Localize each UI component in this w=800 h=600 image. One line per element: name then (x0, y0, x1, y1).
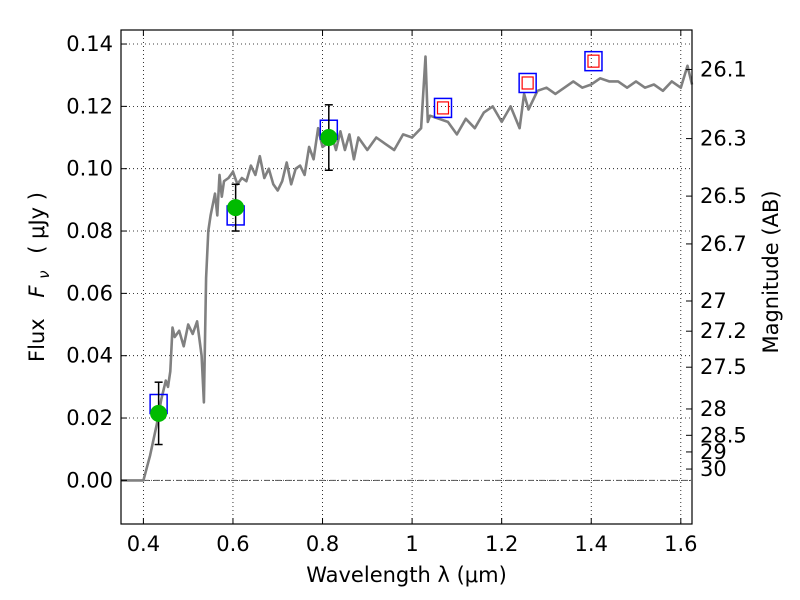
model-photometry-series (149, 50, 603, 415)
upper-limit-series (436, 54, 600, 115)
upper-limit-box (436, 101, 450, 115)
model-photometry-box (433, 97, 453, 119)
magnitude-tick-label: 27 (700, 289, 727, 313)
magnitude-tick-label: 30 (700, 457, 727, 481)
magnitude-tick-label: 28 (700, 397, 727, 421)
x-tick-label: 0.8 (306, 532, 339, 556)
observed-photometry-series (150, 104, 338, 446)
model-photometry-box (518, 72, 537, 94)
y-tick-label: 0.04 (66, 344, 113, 368)
model-photometry-box (584, 50, 603, 72)
y-tick-label: 0.00 (66, 468, 113, 492)
y-tick-label: 0.08 (66, 219, 113, 243)
y-tick-label: 0.14 (66, 32, 113, 56)
x-tick-label: 1.2 (485, 532, 518, 556)
magnitude-axis-title: Magnitude (AB) (759, 190, 783, 353)
x-axis-title: Wavelength λ (μm) (306, 563, 507, 587)
magnitude-tick-label: 26.7 (700, 232, 747, 256)
observed-point (227, 199, 245, 217)
y-axis-ticks: 0.00 0.02 0.04 0.06 0.08 0.10 0.12 0.14 (66, 32, 127, 492)
magnitude-tick-label: 26.5 (700, 184, 747, 208)
y-tick-label: 0.10 (66, 157, 113, 181)
y-axis-title-prefix: Flux (25, 318, 49, 362)
y-tick-label: 0.06 (66, 281, 113, 305)
spectrum-line (121, 55, 694, 482)
y-axis-title-subscript: ν (35, 270, 53, 278)
y-axis-title-unit: ( μJy ) (25, 192, 49, 254)
x-tick-label: 1 (405, 532, 418, 556)
upper-limit-box (587, 54, 600, 68)
magnitude-tick-label: 26.1 (700, 57, 747, 81)
magnitude-tick-label: 28.5 (700, 423, 747, 447)
y-axis-title-symbol: F (25, 285, 49, 298)
y-axis-title: Flux F ν ( μJy ) (25, 192, 54, 362)
x-tick-label: 1.6 (664, 532, 697, 556)
observed-point (320, 129, 338, 147)
x-axis-ticks: 0.4 0.6 0.8 1 1.2 1.4 1.6 (127, 30, 698, 556)
y-tick-label: 0.02 (66, 406, 113, 430)
plot-frame (120, 29, 693, 525)
upper-limit-box (521, 76, 534, 90)
y-tick-label: 0.12 (66, 94, 113, 118)
magnitude-tick-label: 27.5 (700, 355, 747, 379)
magnitude-tick-label: 26.3 (700, 127, 747, 151)
x-tick-label: 1.4 (575, 532, 608, 556)
x-tick-label: 0.4 (127, 532, 160, 556)
magnitude-tick-label: 27.2 (700, 319, 747, 343)
x-tick-label: 0.6 (216, 532, 249, 556)
magnitude-tick-label: 29 (700, 440, 727, 464)
spectrum-series (121, 55, 694, 482)
observed-point (150, 404, 168, 422)
